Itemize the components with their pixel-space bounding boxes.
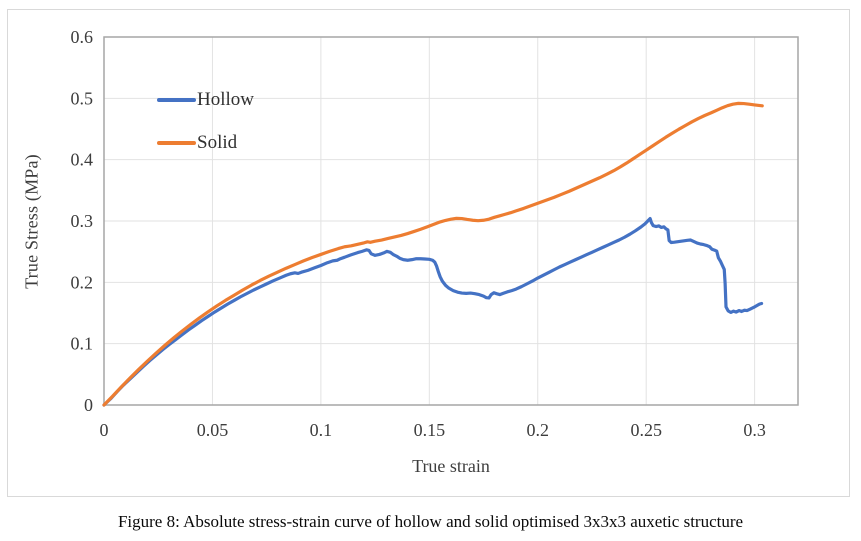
solid-line-swatch (157, 141, 196, 145)
legend-item-hollow: Hollow (157, 89, 254, 111)
x-axis-title: True strain (412, 456, 490, 476)
hollow-line-swatch (157, 98, 196, 102)
legend-label-solid: Solid (197, 132, 238, 153)
legend-label-hollow: Hollow (197, 89, 254, 110)
legend-item-solid: Solid (157, 132, 237, 154)
chart-frame (7, 9, 850, 497)
figure-caption: Figure 8: Absolute stress-strain curve o… (117, 512, 744, 531)
y-axis-title: True Stress (MPa) (21, 154, 42, 289)
